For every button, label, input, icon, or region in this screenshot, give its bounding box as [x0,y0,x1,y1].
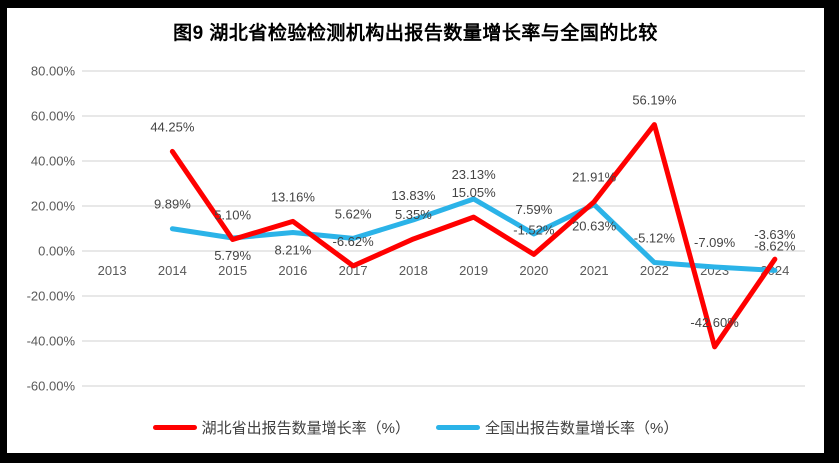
series-line-hubei [169,122,778,350]
x-tick-label: 2014 [158,263,187,278]
data-label: -3.63% [754,227,796,242]
legend-label-hubei: 湖北省出报告数量增长率（%） [201,419,410,437]
data-label: 56.19% [632,93,677,108]
chart-title: 图9 湖北省检验检测机构出报告数量增长率与全国的比较 [173,23,658,44]
x-tick-label: 2019 [459,263,488,278]
frame-border-right [824,0,839,463]
x-tick-label: 2017 [339,263,368,278]
legend-swatch-national-line [436,424,480,430]
y-tick-label: -40.00% [27,334,76,349]
y-tick-label: 20.00% [31,199,76,214]
y-tick-label: 40.00% [31,154,76,169]
frame-border-bottom [0,453,839,463]
y-tick-label: -20.00% [27,289,76,304]
y-tick-label: 80.00% [31,64,76,79]
frame-border-left [0,0,7,463]
data-label: 20.63% [572,219,617,234]
series-line-national [169,196,778,273]
data-label: -6.62% [333,234,375,249]
data-label: 5.35% [395,207,432,222]
x-tick-label: 2021 [580,263,609,278]
data-label: 5.10% [214,208,251,223]
data-label: 44.25% [150,119,195,134]
x-tick-label: 2013 [98,263,127,278]
legend-item-hubei: 湖北省出报告数量增长率（%） [152,417,410,438]
data-label: 23.13% [452,167,497,182]
data-label: 15.05% [452,185,497,200]
data-label: -7.09% [694,235,736,250]
data-label: -8.62% [754,238,796,253]
data-label: 9.89% [154,197,191,212]
legend-label-national: 全国出报告数量增长率（%） [485,419,679,437]
y-tick-label: 0.00% [38,244,75,259]
data-label: 7.59% [515,202,552,217]
x-tick-label: 2018 [399,263,428,278]
legend: 湖北省出报告数量增长率（%） 全国出报告数量增长率（%） [7,412,824,442]
x-tick-label: 2020 [519,263,548,278]
y-tick-label: 60.00% [31,109,76,124]
data-label: 8.21% [274,243,311,258]
data-label: -5.12% [634,231,676,246]
data-label: 5.62% [335,206,372,221]
data-label: 13.16% [271,189,316,204]
data-label: 13.83% [391,188,436,203]
y-tick-label: -60.00% [27,379,76,394]
x-tick-label: 2015 [218,263,247,278]
legend-swatch-hubei-line [152,424,197,430]
data-label: 21.91% [572,170,617,185]
x-tick-label: 2016 [278,263,307,278]
x-tick-label: 2022 [640,263,669,278]
legend-item-national: 全国出报告数量增长率（%） [436,417,678,438]
data-label: -42.60% [690,315,739,330]
frame-border-top [0,0,839,8]
data-label: 5.79% [214,248,251,263]
data-label: -1.52% [513,222,555,237]
